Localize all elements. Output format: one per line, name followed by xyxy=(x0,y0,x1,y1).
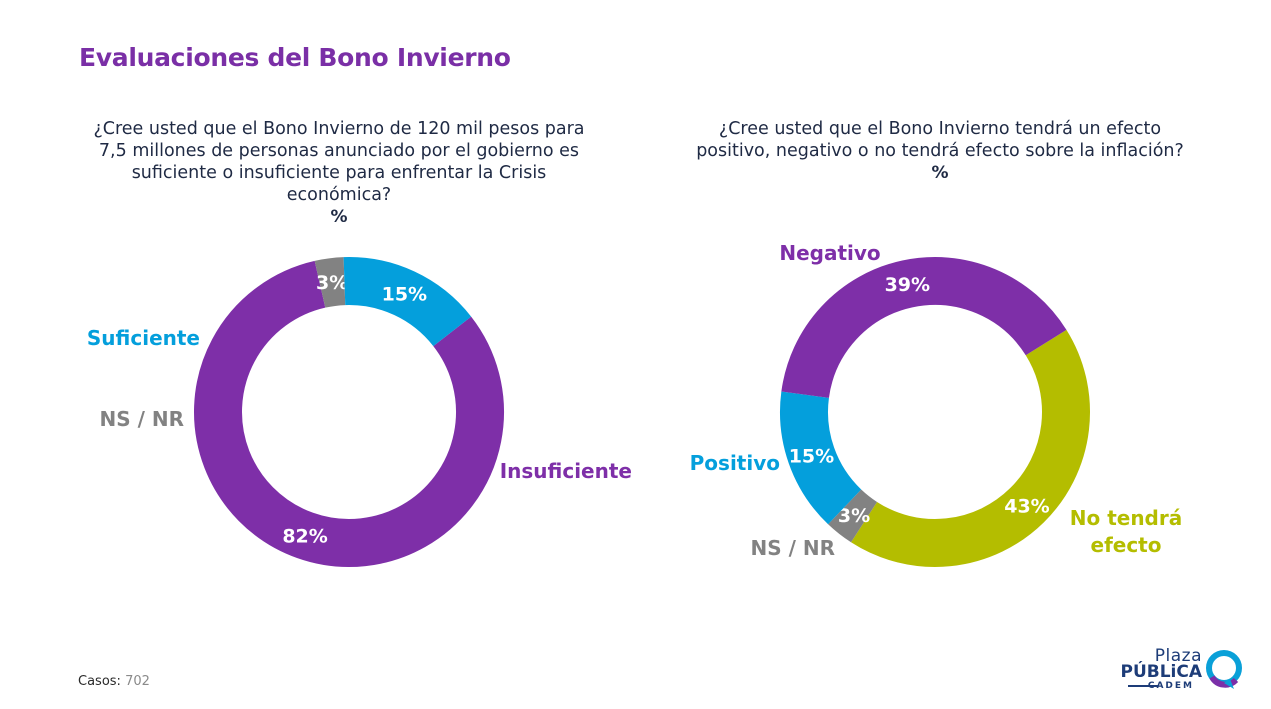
logo-rule xyxy=(1128,685,1158,687)
chart-1-category-label-ns-nr: NS / NR xyxy=(99,407,184,431)
chart-1-slice-ns-nr xyxy=(314,257,346,308)
chart-2-category-label-positivo: Positivo xyxy=(690,451,780,475)
chart-1-question: ¿Cree usted que el Bono Invierno de 120 … xyxy=(90,118,588,228)
chart-2-value-label-ns-nr: 3% xyxy=(838,505,870,527)
chart-2-category-label-ns-nr: NS / NR xyxy=(750,536,835,560)
footnote: Casos: 702 xyxy=(78,674,150,689)
chart-1-value-label-insuficiente: 82% xyxy=(282,525,327,547)
chart-1-value-label-ns-nr: 3% xyxy=(316,272,348,294)
chart-2-slice-negativo xyxy=(781,257,1067,399)
footnote-sep: : xyxy=(116,674,121,689)
chart-2-value-label-no-tendr-efecto: 43% xyxy=(1004,495,1049,517)
chart-2-question: ¿Cree usted que el Bono Invierno tendrá … xyxy=(686,118,1194,184)
chart-1-slice-insuficiente xyxy=(194,260,504,567)
logo-cadem: CADEM xyxy=(1147,681,1194,691)
footnote-cases: 702 xyxy=(125,674,150,689)
chart-2-category-label-negativo: Negativo xyxy=(779,241,880,265)
chart-2-value-label-negativo: 39% xyxy=(885,274,930,296)
chart-1-slice-suficiente xyxy=(343,257,472,347)
chart-2-slice-no-tendr-efecto xyxy=(851,329,1090,567)
chart-2-unit: % xyxy=(931,163,949,183)
footnote-label: Casos xyxy=(78,674,117,689)
logo-publica: PÚBLiCA xyxy=(1120,662,1202,682)
chart-1-value-label-suficiente: 15% xyxy=(382,283,427,305)
plaza-publica-logo: Plaza PÚBLiCA CADEM xyxy=(1120,646,1246,694)
cadem-mark-icon xyxy=(1206,650,1242,689)
chart-2-slice-positivo xyxy=(780,391,862,525)
chart-1-unit: % xyxy=(330,207,348,227)
page-title: Evaluaciones del Bono Invierno xyxy=(79,43,511,72)
chart-2-value-label-positivo: 15% xyxy=(789,446,834,468)
chart-1-question-text: ¿Cree usted que el Bono Invierno de 120 … xyxy=(93,119,585,205)
chart-1-category-label-insuficiente: Insuficiente xyxy=(500,459,632,483)
chart-2-category-label-no-tendr-efecto: No tendrá efecto xyxy=(1070,506,1182,557)
chart-1-category-label-suficiente: Suficiente xyxy=(87,326,200,350)
chart-2-question-text: ¿Cree usted que el Bono Invierno tendrá … xyxy=(696,119,1184,161)
chart-2-slice-ns-nr xyxy=(828,489,878,543)
logo-plaza: Plaza xyxy=(1154,646,1202,666)
